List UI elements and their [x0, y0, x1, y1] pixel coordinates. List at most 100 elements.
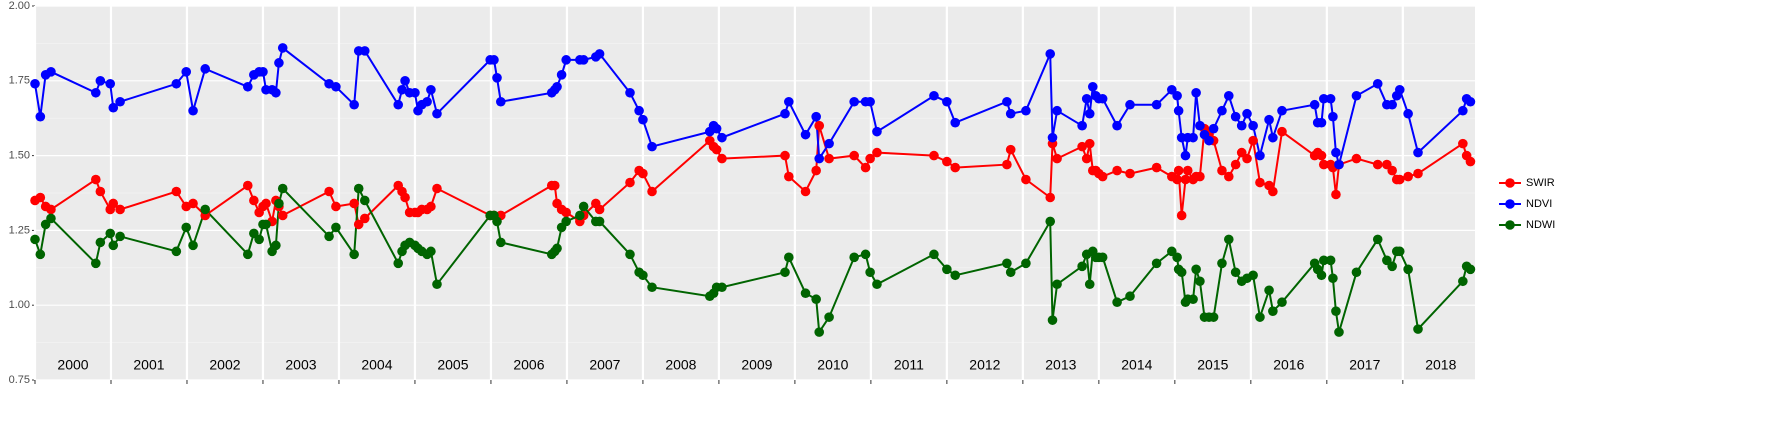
point	[1277, 126, 1287, 137]
point	[400, 76, 410, 86]
point	[1176, 210, 1187, 221]
point	[561, 216, 571, 227]
point	[1087, 81, 1098, 92]
year-label: 2017	[1349, 357, 1380, 373]
point	[1242, 153, 1252, 164]
point	[784, 96, 794, 107]
point	[1387, 165, 1397, 176]
point	[242, 180, 253, 191]
point	[865, 153, 875, 164]
year-label: 2000	[57, 357, 88, 373]
point	[410, 87, 420, 98]
point	[188, 240, 198, 251]
point	[242, 81, 253, 92]
point	[1351, 153, 1362, 164]
point	[717, 282, 727, 293]
point	[784, 252, 794, 263]
point	[1334, 327, 1344, 337]
y-tick-label: 2.00	[9, 0, 30, 12]
point	[1180, 150, 1191, 161]
point	[1052, 153, 1062, 164]
point	[1394, 84, 1405, 95]
point	[1248, 120, 1258, 131]
point	[578, 55, 589, 65]
point	[1052, 279, 1062, 290]
point	[492, 216, 502, 227]
point	[359, 213, 370, 224]
point	[561, 55, 571, 65]
year-label: 2010	[817, 357, 848, 373]
point	[1242, 108, 1252, 119]
point	[1248, 135, 1258, 146]
point	[1172, 252, 1182, 263]
point	[1316, 150, 1327, 161]
point	[1112, 120, 1122, 131]
point	[349, 99, 359, 110]
point	[1195, 120, 1205, 131]
y-tick-label: 0.75	[9, 374, 30, 386]
point	[1236, 120, 1247, 131]
point	[261, 219, 271, 230]
point	[1195, 171, 1205, 182]
point	[647, 141, 657, 152]
point	[271, 240, 281, 251]
point	[1173, 165, 1184, 176]
point	[331, 201, 341, 212]
point	[242, 249, 253, 260]
point	[556, 70, 567, 80]
point	[115, 204, 125, 215]
y-tick-label: 1.50	[9, 150, 30, 162]
point	[1413, 168, 1423, 179]
point	[324, 186, 334, 197]
point	[717, 132, 727, 143]
point	[549, 180, 560, 191]
point	[496, 237, 506, 248]
point	[1097, 93, 1108, 104]
point	[784, 171, 794, 182]
point	[1465, 156, 1476, 167]
point	[30, 234, 40, 245]
point	[800, 288, 811, 299]
point	[849, 96, 859, 107]
point	[349, 249, 359, 260]
point	[1230, 267, 1241, 278]
point	[181, 67, 192, 77]
year-label: 2001	[133, 357, 164, 373]
point	[426, 246, 436, 257]
point	[1223, 90, 1234, 101]
point	[1208, 312, 1219, 322]
point	[1151, 258, 1162, 269]
point	[489, 55, 499, 65]
point	[811, 165, 821, 176]
point	[1021, 174, 1031, 185]
point	[359, 46, 370, 56]
point	[1208, 123, 1219, 134]
point	[1077, 120, 1087, 131]
point	[811, 111, 821, 122]
point	[594, 49, 605, 59]
point	[331, 81, 341, 92]
year-label: 2012	[969, 357, 1000, 373]
point	[1180, 174, 1191, 185]
point	[634, 105, 644, 116]
point	[865, 267, 875, 278]
year-label: 2002	[209, 357, 240, 373]
year-label: 2016	[1273, 357, 1304, 373]
point	[1084, 138, 1095, 149]
point	[1331, 189, 1341, 200]
point	[1223, 234, 1234, 245]
year-label: 2015	[1197, 357, 1228, 373]
point	[1309, 99, 1320, 110]
point	[942, 156, 952, 167]
point	[397, 84, 407, 95]
point	[625, 249, 635, 260]
point	[950, 270, 961, 281]
legend-label: SWIR	[1526, 177, 1555, 189]
point	[108, 198, 119, 209]
point	[359, 195, 370, 206]
point	[95, 76, 106, 86]
point	[552, 81, 562, 92]
point	[1372, 234, 1383, 245]
year-label: 2013	[1045, 357, 1076, 373]
legend-key-point	[1505, 178, 1515, 188]
